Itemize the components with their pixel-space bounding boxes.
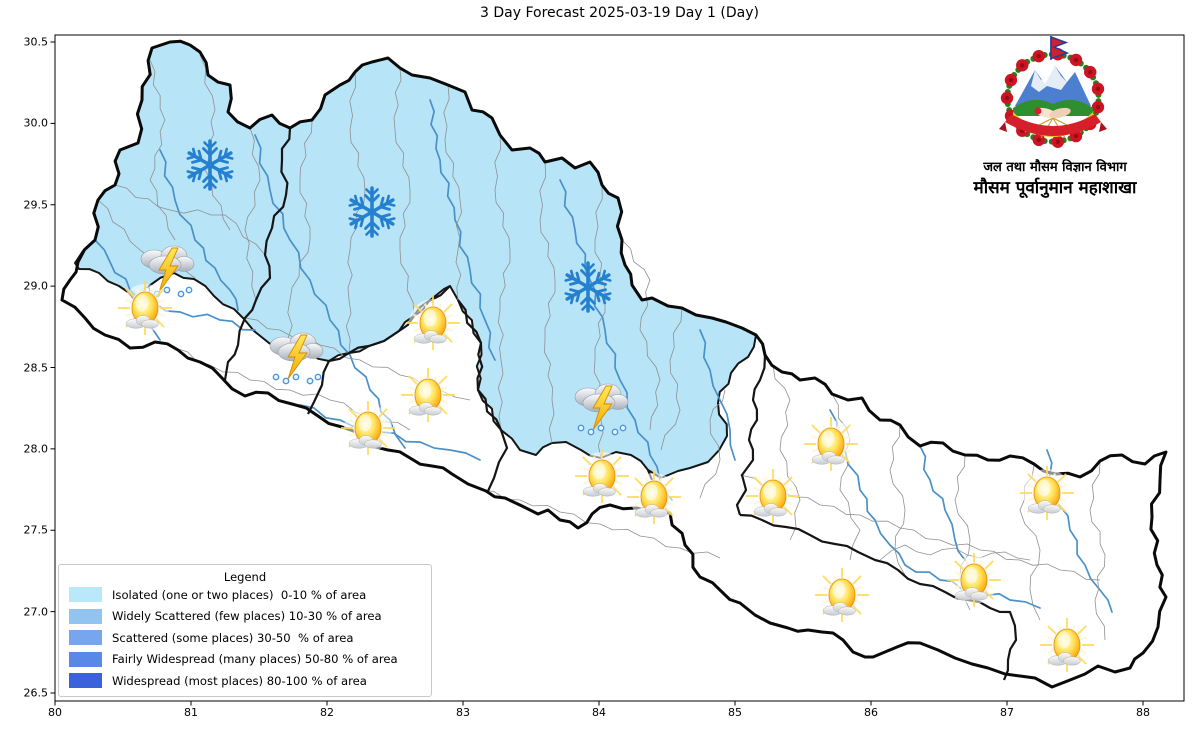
x-tick-label: 84 — [592, 706, 606, 719]
x-tick-label: 80 — [48, 706, 62, 719]
x-tick-label: 83 — [456, 706, 470, 719]
y-tick-label: 30.5 — [23, 35, 49, 49]
nepal-flag-icon — [1050, 35, 1070, 60]
sun-icon — [404, 294, 462, 352]
legend-color-swatch — [69, 608, 102, 624]
axis-tick-marks — [50, 41, 1144, 706]
district-boundaries — [97, 54, 1106, 641]
sun-icon — [813, 566, 871, 624]
y-tick-label: 27.5 — [23, 523, 49, 537]
sun-icon — [339, 399, 397, 457]
y-tick-label: 28.0 — [23, 442, 49, 456]
y-tick-label: 28.5 — [23, 361, 49, 374]
legend-item-label: Fairly Widespread (many places) 50-80 % … — [112, 652, 398, 667]
x-tick-label: 82 — [320, 706, 334, 719]
sun-icon — [399, 366, 457, 424]
x-tick-label: 87 — [1000, 706, 1014, 719]
legend-item-label: Scattered (some places) 30-50 % of area — [112, 630, 354, 645]
y-tick-label: 30.0 — [23, 116, 49, 130]
x-tick-label: 81 — [184, 706, 198, 719]
legend-item: Widely Scattered (few places) 10-30 % of… — [59, 606, 431, 628]
sun-icon — [573, 447, 631, 505]
sun-icon — [116, 279, 174, 337]
province-boundaries — [223, 127, 1018, 681]
sun-icon — [1038, 616, 1096, 674]
nepal-outline — [60, 39, 1168, 689]
y-tick-label: 27.0 — [23, 605, 49, 619]
legend-title: Legend — [223, 570, 267, 584]
legend-color-swatch — [69, 630, 102, 646]
legend-color-swatch — [69, 587, 102, 603]
y-tick-label: 29.0 — [23, 279, 49, 293]
legend-color-swatch — [69, 651, 102, 667]
logo-text-division: मौसम पूर्वानुमान महाशाखा — [973, 178, 1137, 198]
legend-color-swatch — [69, 673, 102, 689]
x-tick-label: 88 — [1136, 706, 1150, 719]
y-tick-label: 29.5 — [23, 198, 49, 212]
sun-icon — [744, 467, 802, 525]
sun-icon — [802, 415, 860, 473]
legend-item-label: Widespread (most places) 80-100 % of are… — [112, 673, 367, 688]
sun-icon — [945, 551, 1003, 609]
legend-item-label: Widely Scattered (few places) 10-30 % of… — [112, 609, 382, 624]
x-tick-label: 85 — [728, 706, 742, 719]
dhm-logo-emblem — [999, 35, 1107, 148]
legend-item: Scattered (some places) 30-50 % of area — [59, 627, 431, 649]
logo-text-department: जल तथा मौसम विज्ञान विभाग — [983, 160, 1127, 175]
legend-item: Isolated (one or two places) 0-10 % of a… — [59, 584, 431, 606]
sun-icon — [625, 468, 683, 526]
x-tick-label: 86 — [864, 706, 878, 719]
legend-item: Widespread (most places) 80-100 % of are… — [59, 670, 431, 692]
y-tick-label: 26.5 — [23, 686, 49, 700]
legend-box: Legend Isolated (one or two places) 0-10… — [58, 564, 432, 697]
chart-title: 3 Day Forecast 2025-03-19 Day 1 (Day) — [480, 5, 759, 21]
legend-item-label: Isolated (one or two places) 0-10 % of a… — [112, 587, 367, 602]
legend-item: Fairly Widespread (many places) 50-80 % … — [59, 649, 431, 671]
sun-icon — [1018, 464, 1076, 522]
